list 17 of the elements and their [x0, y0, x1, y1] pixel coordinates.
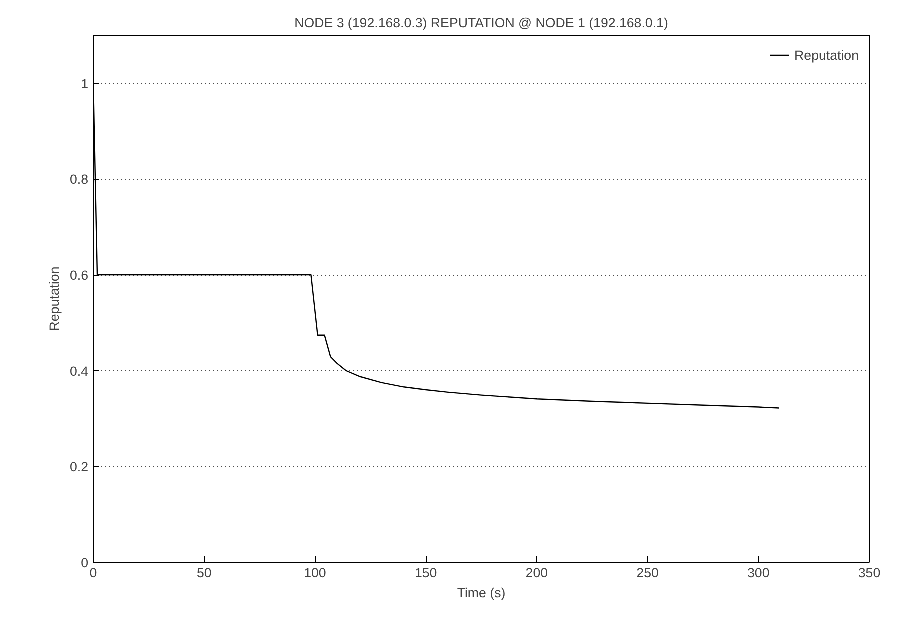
y-tick-label: 0.6 [70, 268, 89, 284]
y-tick-label: 0.8 [70, 172, 89, 188]
x-tick-label: 50 [196, 566, 212, 580]
x-tick-label: 200 [526, 566, 548, 580]
x-tick-label: 250 [636, 566, 659, 580]
x-tick-label: 350 [858, 566, 881, 580]
y-tick-label: 0 [81, 556, 89, 570]
chart-title: NODE 3 (192.168.0.3) REPUTATION @ NODE 1 (192.168.0.1) [294, 16, 668, 30]
legend-label: Reputation [794, 48, 859, 62]
y-axis-title: Reputation [46, 266, 62, 332]
x-tick-label: 100 [304, 566, 326, 580]
y-tick-label: 0.4 [70, 364, 90, 379]
x-tick-label: 150 [414, 566, 438, 580]
x-axis-title: Time (s) [457, 586, 506, 600]
y-tick-label: 1 [81, 76, 89, 92]
x-tick-label: 300 [748, 566, 770, 580]
y-tick-label: 0.2 [70, 460, 89, 475]
